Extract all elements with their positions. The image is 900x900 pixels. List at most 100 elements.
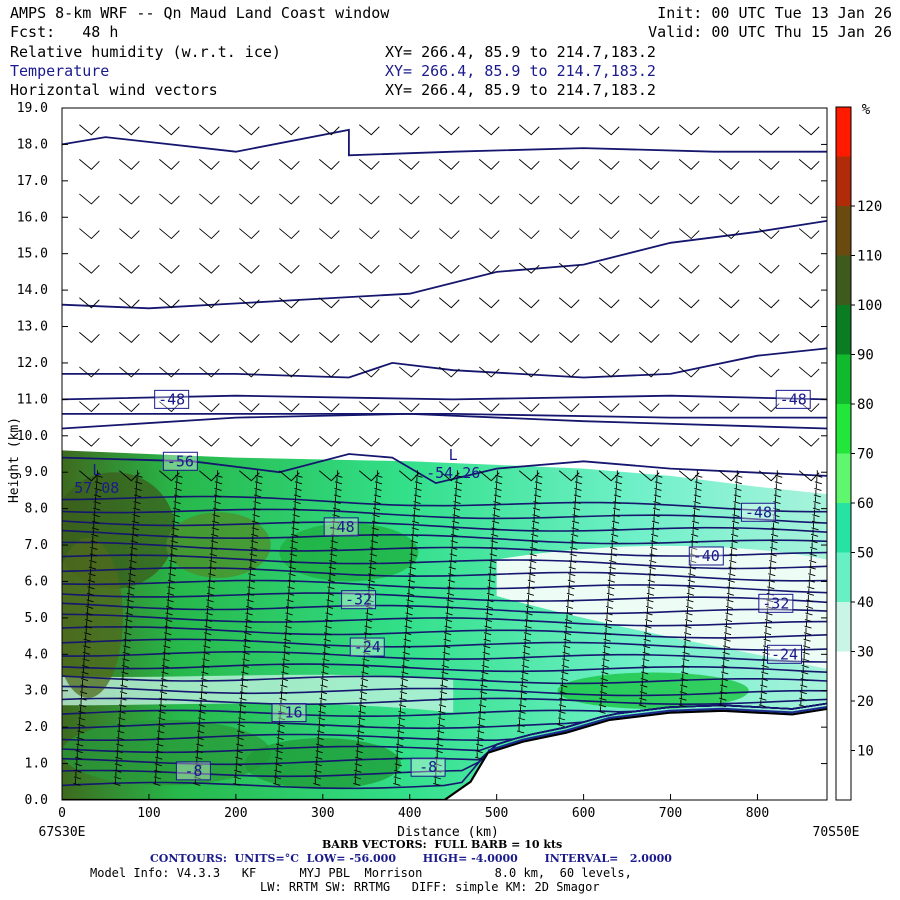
wind-barb <box>718 193 740 205</box>
wind-barb <box>730 535 738 544</box>
wind-barb <box>353 771 361 780</box>
wind-barb <box>252 503 261 511</box>
wind-barb <box>115 752 123 760</box>
wind-barb <box>758 159 780 170</box>
wind-barb <box>603 640 611 649</box>
wind-barb <box>238 699 247 708</box>
wind-barb <box>159 693 167 701</box>
wind-barb <box>798 262 820 274</box>
contour-label: -8 <box>419 758 437 776</box>
wind-barb <box>313 778 321 786</box>
wind-barb <box>159 297 180 309</box>
wind-barb <box>329 548 337 557</box>
wind-barb <box>614 483 622 491</box>
contour-label: -24 <box>771 645 798 663</box>
wind-barb <box>399 470 420 482</box>
wind-barb <box>494 483 502 491</box>
wind-barb <box>693 496 701 504</box>
wind-barb <box>294 483 302 491</box>
wind-barb <box>438 401 460 413</box>
wind-barb <box>403 634 411 642</box>
wind-barb <box>322 653 330 662</box>
wind-barb <box>475 745 483 754</box>
wind-barb <box>529 548 537 557</box>
wind-barb <box>433 778 441 786</box>
wind-barb <box>486 588 495 596</box>
wind-barb <box>245 607 253 616</box>
wind-barb <box>412 503 421 511</box>
wind-barb <box>171 529 179 537</box>
wind-barb <box>574 483 582 491</box>
wind-barb <box>284 627 292 636</box>
wind-barb <box>408 562 416 570</box>
wind-barb <box>203 640 211 649</box>
wind-barb <box>327 575 336 583</box>
wind-barb <box>413 489 422 498</box>
temperature-contour <box>62 626 827 639</box>
wind-barb <box>325 601 334 609</box>
wind-barb <box>439 686 448 695</box>
wind-barb <box>85 607 93 616</box>
wind-barb <box>772 503 781 511</box>
wind-barb <box>212 509 220 518</box>
field-wind-xy: XY= 266.4, 85.9 to 214.7,183.2 <box>385 81 656 99</box>
wind-barb <box>290 535 298 544</box>
temperature-contour-upper <box>62 347 827 379</box>
wind-barb <box>327 581 335 590</box>
wind-barb <box>721 660 729 668</box>
wind-barb <box>279 297 300 309</box>
wind-barb <box>558 470 580 482</box>
wind-barb <box>326 594 334 603</box>
wind-barb <box>357 712 366 721</box>
wind-barb <box>726 594 734 603</box>
wind-barb <box>200 680 208 688</box>
wind-barb <box>493 496 501 504</box>
wind-barb <box>236 739 244 747</box>
temperature-contour <box>62 579 827 594</box>
wind-barb <box>524 614 533 622</box>
y-tick-label: 19.0 <box>17 101 48 116</box>
wind-barb <box>807 575 815 583</box>
wind-barb <box>233 771 241 780</box>
wind-barb <box>601 666 609 675</box>
wind-barb <box>169 548 177 557</box>
wind-barb <box>174 476 183 485</box>
wind-barb <box>638 193 660 205</box>
wind-barb <box>252 509 260 518</box>
wind-barb <box>119 366 140 378</box>
wind-barb <box>436 732 444 740</box>
wind-barb <box>440 680 448 688</box>
y-tick-label: 12.0 <box>17 356 48 371</box>
wind-barb <box>361 660 369 668</box>
wind-barb <box>355 752 363 760</box>
wind-barb <box>762 640 771 649</box>
wind-barb <box>610 542 618 550</box>
wind-barb <box>160 673 169 681</box>
wind-barb <box>321 666 329 675</box>
wind-barb <box>166 594 174 603</box>
wind-barb <box>718 470 740 482</box>
wind-barb <box>494 476 503 485</box>
wind-barb <box>124 621 132 629</box>
wind-barb <box>292 503 301 511</box>
wind-barb <box>239 470 260 482</box>
wind-barb <box>393 771 401 780</box>
wind-barb <box>199 262 220 274</box>
wind-barb <box>678 435 700 447</box>
wind-barb <box>368 568 376 577</box>
wind-barb <box>119 262 140 274</box>
contour-label-box <box>154 389 190 409</box>
wind-barb <box>374 476 383 485</box>
terrain-line <box>62 707 827 800</box>
wind-barb <box>519 686 528 695</box>
wind-barb <box>484 614 493 622</box>
wind-barb <box>239 686 248 695</box>
wind-barb <box>251 529 259 537</box>
wind-barb <box>354 765 362 773</box>
wind-barb <box>598 401 620 413</box>
wind-barb <box>808 562 816 570</box>
wind-barb <box>81 660 90 668</box>
wind-barb <box>731 516 740 524</box>
y-tick-label: 8.0 <box>25 502 48 517</box>
wind-barb <box>78 712 86 721</box>
